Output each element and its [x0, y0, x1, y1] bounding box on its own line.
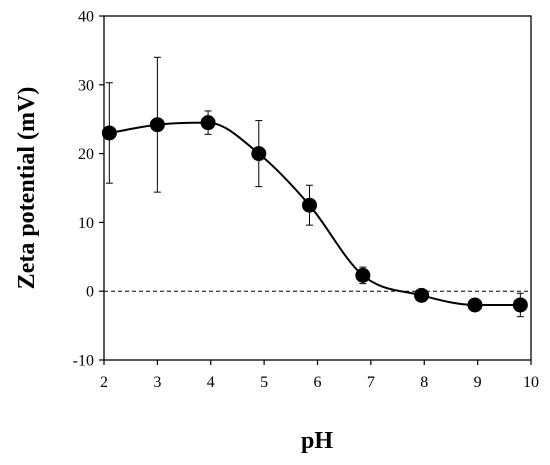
data-point [101, 125, 117, 141]
y-axis-title: Zeta potential (mV) [14, 87, 40, 290]
data-point [467, 297, 483, 313]
y-tick-label: 30 [78, 77, 94, 94]
x-tick-label: 5 [260, 374, 268, 391]
data-point [301, 197, 317, 213]
data-point [355, 267, 371, 283]
x-tick-label: 10 [523, 374, 539, 391]
y-tick-label: 0 [86, 284, 94, 301]
x-tick-label: 7 [367, 374, 375, 391]
y-tick-label: 10 [78, 215, 94, 232]
data-point [251, 146, 267, 162]
data-point [149, 117, 165, 133]
x-tick-label: 8 [420, 374, 428, 391]
x-tick-label: 4 [207, 374, 215, 391]
x-tick-label: 9 [474, 374, 482, 391]
trend-curve [109, 121, 521, 306]
x-axis-title: pH [301, 428, 333, 454]
data-point [512, 297, 528, 313]
y-tick-label: 20 [78, 146, 94, 163]
y-tick-label: 40 [78, 9, 94, 26]
x-tick-label: 2 [100, 374, 108, 391]
plot-frame [103, 15, 532, 361]
y-tick-label: -10 [73, 353, 94, 370]
x-tick-label: 6 [314, 374, 322, 391]
x-tick-label: 3 [153, 374, 161, 391]
plot-area: -10 0 10 20 30 40 2 3 4 5 6 7 8 9 10 [73, 9, 539, 392]
data-point [200, 115, 216, 131]
data-point [414, 287, 430, 303]
